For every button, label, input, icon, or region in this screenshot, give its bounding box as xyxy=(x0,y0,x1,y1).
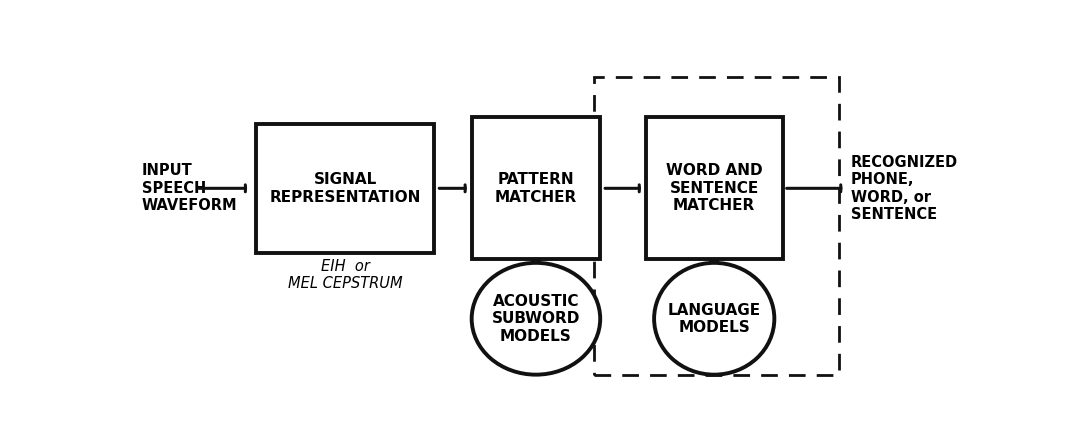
Ellipse shape xyxy=(654,263,775,375)
Text: SIGNAL
REPRESENTATION: SIGNAL REPRESENTATION xyxy=(270,172,421,205)
Text: RECOGNIZED
PHONE,
WORD, or
SENTENCE: RECOGNIZED PHONE, WORD, or SENTENCE xyxy=(851,155,958,222)
Text: PATTERN
MATCHER: PATTERN MATCHER xyxy=(494,172,577,205)
Text: INPUT
SPEECH
WAVEFORM: INPUT SPEECH WAVEFORM xyxy=(142,163,238,213)
Text: WORD AND
SENTENCE
MATCHER: WORD AND SENTENCE MATCHER xyxy=(666,163,763,213)
Text: ACOUSTIC
SUBWORD
MODELS: ACOUSTIC SUBWORD MODELS xyxy=(492,294,580,344)
Bar xyxy=(472,117,600,260)
Bar xyxy=(594,77,839,375)
Bar xyxy=(646,117,782,260)
Text: EIH  or
MEL CEPSTRUM: EIH or MEL CEPSTRUM xyxy=(288,259,402,291)
Text: LANGUAGE
MODELS: LANGUAGE MODELS xyxy=(668,303,761,335)
Bar xyxy=(256,124,434,253)
Ellipse shape xyxy=(472,263,600,375)
